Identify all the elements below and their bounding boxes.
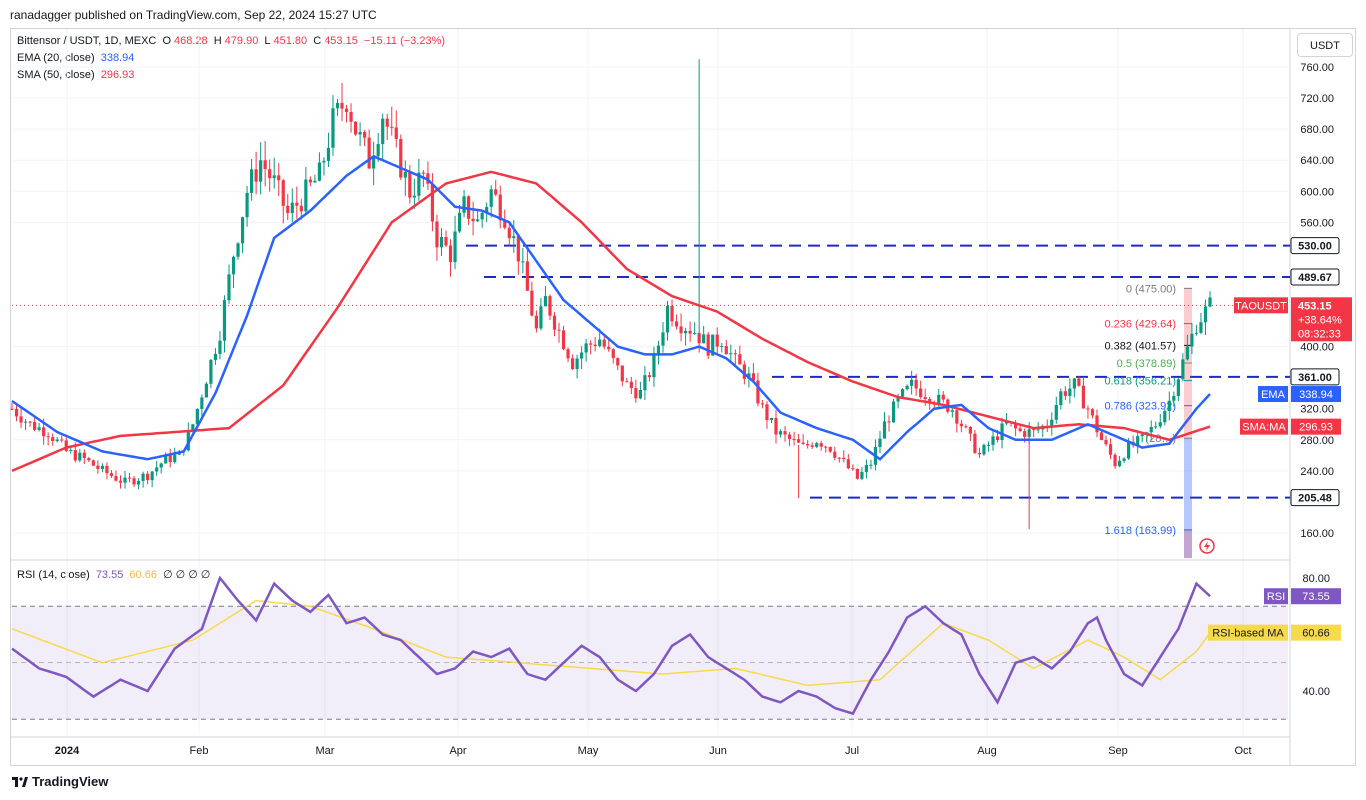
- change-value: −15.11 (−3.23%): [363, 35, 446, 47]
- rsi-legend[interactable]: RSI (14, close) 73.55 60.66 ∅ ∅ ∅ ∅: [17, 569, 211, 581]
- published-info: ranadagger published on TradingView.com,…: [10, 8, 377, 22]
- sma-legend-label: SMA (50, close): [17, 69, 95, 81]
- low-value: 451.80: [273, 35, 308, 47]
- chart-frame: [10, 28, 1356, 766]
- tradingview-logo-icon: [12, 777, 28, 787]
- high-value: 479.90: [224, 35, 259, 47]
- sma-legend-value: 296.93: [100, 69, 135, 81]
- rsi-legend-label: RSI (14, close): [17, 569, 90, 581]
- ema-legend[interactable]: EMA (20, close) 338.94: [17, 50, 137, 67]
- symbol-name[interactable]: Bittensor / USDT, 1D, MEXC: [17, 35, 157, 47]
- symbol-legend: Bittensor / USDT, 1D, MEXC O 468.28 H 479.…: [17, 35, 446, 47]
- brand-label: TradingView: [32, 774, 109, 789]
- ema-legend-value: 338.94: [100, 52, 135, 64]
- rsi-ma-legend-value: 60.66: [129, 569, 157, 581]
- open-value: 468.28: [174, 35, 208, 47]
- ema-legend-label: EMA (20, close): [17, 52, 95, 64]
- rsi-legend-value: 73.55: [95, 569, 124, 581]
- sma-legend[interactable]: SMA (50, close) 296.93: [17, 67, 137, 84]
- currency-button[interactable]: USDT: [1297, 33, 1353, 57]
- close-value: 453.15: [324, 35, 358, 47]
- tradingview-brand[interactable]: TradingView: [12, 774, 108, 789]
